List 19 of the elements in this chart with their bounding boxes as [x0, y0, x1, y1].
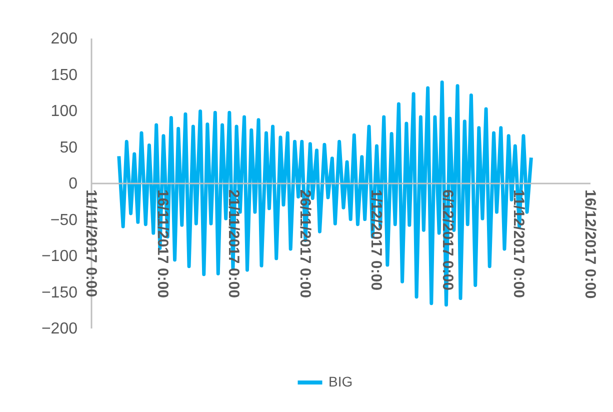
- legend-label: BIG: [328, 374, 353, 390]
- x-tick-label: 26/11/2017 0:00: [296, 190, 314, 298]
- y-tick-label: 100: [50, 103, 78, 120]
- x-tick-label: 1/12/2017 0:00: [368, 190, 385, 290]
- x-tick-label: 6/12/2017 0:00: [438, 190, 456, 290]
- y-tick-label: 150: [50, 66, 78, 84]
- y-tick-label: −50: [50, 212, 78, 229]
- x-tick-label: 16/11/2017 0:00: [154, 190, 171, 298]
- y-tick-label: −100: [41, 248, 78, 265]
- y-tick-label: 50: [60, 139, 78, 156]
- x-tick-label: 11/12/2017 0:00: [510, 190, 528, 298]
- x-tick-label: 21/11/2017 0:00: [225, 190, 242, 298]
- x-tick-label: 11/11/2017 0:00: [82, 190, 100, 298]
- y-tick-label: −200: [41, 320, 78, 338]
- y-tick-label: 200: [50, 30, 78, 48]
- y-tick-label: −150: [41, 284, 78, 302]
- line-series: [117, 80, 533, 307]
- y-tick-label: 0: [68, 176, 78, 192]
- x-tick-label: 16/12/2017 0:00: [582, 190, 598, 299]
